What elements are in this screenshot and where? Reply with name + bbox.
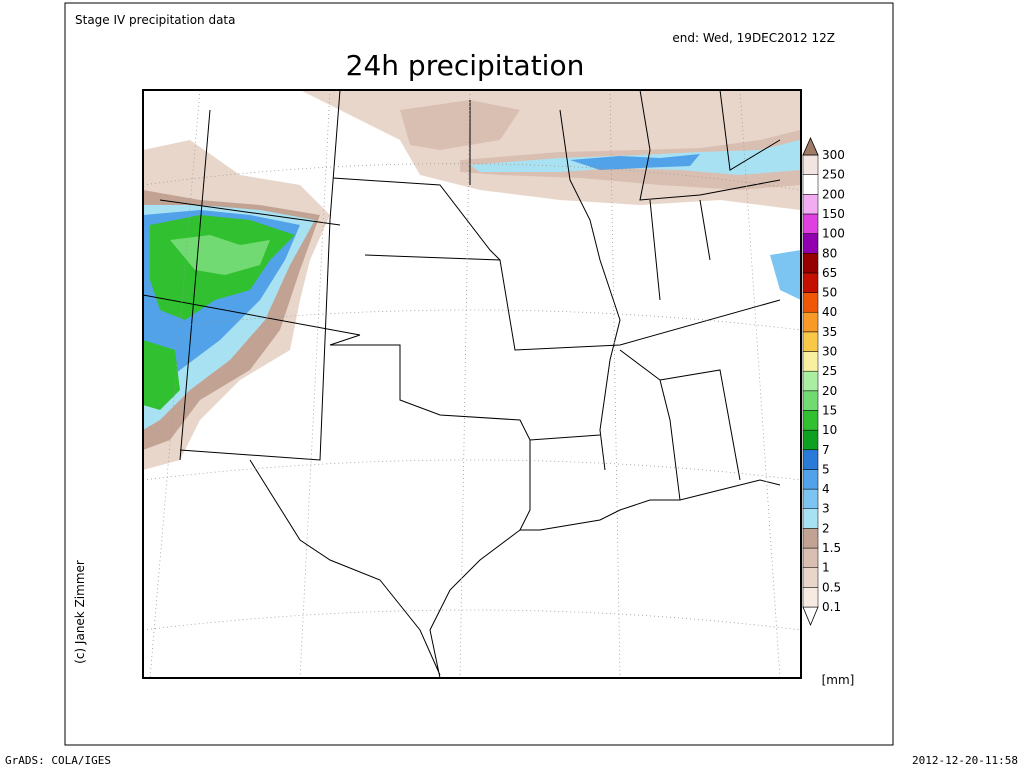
colorbar-box bbox=[802, 587, 819, 608]
colorbar-box bbox=[802, 311, 819, 333]
colorbar-box bbox=[802, 253, 819, 274]
colorbar-triangle bbox=[802, 137, 819, 156]
footer-right: 2012-12-20-11:58 bbox=[912, 754, 1018, 767]
colorbar-label: 10 bbox=[822, 423, 837, 437]
colorbar-label: 300 bbox=[822, 148, 845, 162]
colorbar-label: 3 bbox=[822, 502, 830, 516]
colorbar-box bbox=[802, 567, 819, 588]
state-boundary bbox=[179, 109, 211, 461]
graticule bbox=[143, 163, 801, 631]
colorbar-label: 50 bbox=[822, 286, 837, 300]
colorbar-box bbox=[802, 547, 819, 568]
colorbar-box bbox=[802, 410, 819, 431]
map-title: 24h precipitation bbox=[346, 49, 585, 82]
state-boundary bbox=[179, 90, 341, 461]
colorbar-label: 30 bbox=[822, 345, 837, 359]
colorbar-label: 65 bbox=[822, 266, 837, 280]
colorbar-box bbox=[802, 508, 819, 529]
unit-label: [mm] bbox=[822, 673, 855, 687]
state-boundary bbox=[329, 334, 601, 441]
colorbar-box bbox=[802, 292, 819, 313]
colorbar-label: 1 bbox=[822, 561, 830, 575]
colorbar-box bbox=[802, 233, 819, 254]
page-frame bbox=[64, 2, 894, 746]
state-boundary bbox=[332, 177, 501, 261]
colorbar-label: 250 bbox=[822, 168, 845, 182]
end-time: end: Wed, 19DEC2012 12Z bbox=[672, 31, 835, 45]
colorbar-label: 200 bbox=[822, 187, 845, 201]
credit: (c) Janek Zimmer bbox=[73, 560, 87, 664]
colorbar-box bbox=[802, 194, 819, 215]
map-frame bbox=[142, 89, 802, 679]
colorbar: 0.1 0.5 1 1.5 2 3 4 5 7 10 15 20 25 30 35 40 50 65 80 100 15… bbox=[802, 137, 845, 627]
coastline bbox=[249, 459, 521, 678]
colorbar-box bbox=[802, 528, 819, 549]
colorbar-label: 7 bbox=[822, 443, 830, 457]
colorbar-label: 25 bbox=[822, 364, 837, 378]
colorbar-label: 5 bbox=[822, 462, 830, 476]
colorbar-label: 2 bbox=[822, 521, 830, 535]
state-boundary bbox=[159, 199, 341, 226]
colorbar-box bbox=[802, 449, 819, 470]
colorbar-box bbox=[802, 370, 819, 392]
source-label: Stage IV precipitation data bbox=[75, 13, 236, 27]
colorbar-label: 4 bbox=[822, 482, 830, 496]
coastline bbox=[519, 440, 781, 531]
colorbar-label: 0.5 bbox=[822, 580, 841, 594]
colorbar-label: 40 bbox=[822, 305, 837, 319]
state-boundary bbox=[619, 199, 741, 501]
precip-area bbox=[143, 340, 180, 410]
precip-area bbox=[400, 100, 520, 150]
colorbar-label: 100 bbox=[822, 227, 845, 241]
colorbar-box bbox=[802, 272, 819, 293]
state-boundary bbox=[639, 90, 781, 201]
colorbar-box bbox=[802, 469, 819, 490]
precip-area bbox=[770, 250, 801, 300]
colorbar-box bbox=[802, 351, 819, 372]
state-boundary bbox=[364, 254, 781, 351]
colorbar-label: 80 bbox=[822, 246, 837, 260]
colorbar-box bbox=[802, 154, 819, 175]
colorbar-triangle bbox=[802, 606, 819, 627]
state-boundary bbox=[143, 294, 361, 336]
colorbar-label: 0.1 bbox=[822, 600, 841, 614]
colorbar-label: 1.5 bbox=[822, 541, 841, 555]
colorbar-box bbox=[802, 429, 819, 451]
colorbar-label: 35 bbox=[822, 325, 837, 339]
precip-area bbox=[570, 154, 700, 170]
colorbar-box bbox=[802, 331, 819, 352]
map bbox=[143, 90, 801, 678]
colorbar-label: 150 bbox=[822, 207, 845, 221]
precip-area bbox=[170, 235, 270, 275]
colorbar-box bbox=[802, 174, 819, 195]
colorbar-label: 20 bbox=[822, 384, 837, 398]
colorbar-box bbox=[802, 390, 819, 411]
colorbar-box bbox=[802, 488, 819, 509]
footer-left: GrADS: COLA/IGES bbox=[5, 754, 111, 767]
colorbar-box bbox=[802, 213, 819, 234]
colorbar-label: 15 bbox=[822, 403, 837, 417]
state-boundary bbox=[469, 100, 621, 471]
